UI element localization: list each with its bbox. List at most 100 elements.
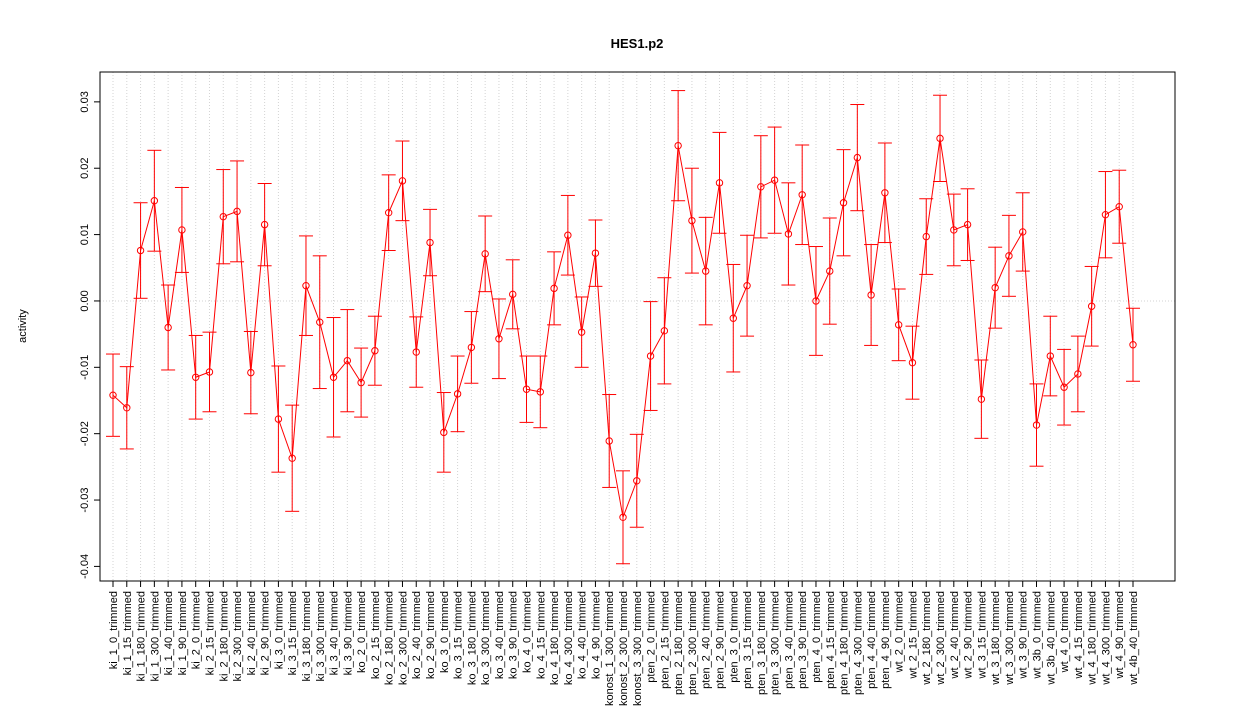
point <box>633 477 641 485</box>
point <box>1046 352 1054 360</box>
point <box>1129 341 1137 349</box>
point <box>936 134 944 143</box>
x-tick-label: ki_2_40_trimmed <box>246 591 258 675</box>
y-tick-label: 0.01 <box>79 224 91 245</box>
point <box>1005 252 1013 260</box>
x-tick-label: wt_2_0_trimmed <box>894 591 906 673</box>
x-tick-label: pten_4_0_trimmed <box>811 591 823 683</box>
x-tick-label: pten_2_300_trimmed <box>687 591 699 695</box>
point <box>908 358 917 367</box>
x-tick-label: pten_4_15_trimmed <box>825 591 837 689</box>
point <box>453 390 462 398</box>
point <box>757 183 765 191</box>
x-tick-label: ki_3_0_trimmed <box>273 591 285 669</box>
x-tick-label: ki_1_40_trimmed <box>163 591 175 675</box>
point <box>1060 383 1068 391</box>
point <box>288 454 296 462</box>
x-tick-label: ki_3_90_trimmed <box>342 591 354 675</box>
point <box>619 513 627 521</box>
point <box>302 281 310 290</box>
point <box>274 415 283 423</box>
x-tick-label: pten_3_15_trimmed <box>742 591 754 689</box>
x-tick-label: wt_2_300_trimmed <box>935 591 947 686</box>
point <box>384 208 393 217</box>
point <box>991 283 999 292</box>
point <box>178 226 186 234</box>
x-tick-label: pten_4_90_trimmed <box>880 591 892 689</box>
point <box>509 290 517 299</box>
x-tick-label: pten_3_0_trimmed <box>728 591 740 683</box>
point <box>1019 228 1027 236</box>
x-tick-label: pten_2_40_trimmed <box>701 591 713 689</box>
x-tick-label: wt_3_90_trimmed <box>1018 591 1030 679</box>
x-tick-label: wt_4_0_trimmed <box>1059 591 1071 673</box>
point <box>812 297 820 305</box>
point <box>329 373 338 381</box>
chart-title: HES1.p2 <box>611 36 664 51</box>
x-tick-label: pten_2_15_trimmed <box>659 591 671 689</box>
point <box>1032 421 1041 429</box>
x-tick-label: pten_2_180_trimmed <box>673 591 685 695</box>
x-tick-label: ko_3_0_trimmed <box>439 591 451 673</box>
x-tick-label: ko_2_0_trimmed <box>356 591 368 673</box>
x-tick-label: ko_4_90_trimmed <box>590 591 602 679</box>
point <box>481 250 489 258</box>
point <box>550 284 558 293</box>
point <box>770 176 779 184</box>
point <box>398 177 407 185</box>
point <box>894 321 903 329</box>
x-tick-label: ko_3_40_trimmed <box>494 591 506 679</box>
x-tick-label: ko_3_180_trimmed <box>466 591 478 685</box>
point <box>357 378 365 387</box>
x-tick-label: ko_4_300_trimmed <box>563 591 575 685</box>
point <box>674 141 682 150</box>
point <box>371 347 379 355</box>
point <box>136 246 145 255</box>
point <box>839 199 848 207</box>
x-tick-label: ki_3_180_trimmed <box>301 591 313 682</box>
x-tick-label: ko_2_300_trimmed <box>397 591 409 685</box>
point <box>467 343 476 352</box>
x-tick-label: konost_2_300_trimmed <box>618 591 630 706</box>
point <box>729 314 737 322</box>
point <box>164 323 172 332</box>
x-tick-label: wt_4_300_trimmed <box>1100 591 1112 686</box>
x-tick-label: wt_3b_0_trimmed <box>1032 591 1044 679</box>
point <box>591 249 600 257</box>
point <box>495 335 503 343</box>
x-tick-label: ki_2_0_trimmed <box>191 591 203 669</box>
point <box>798 191 806 199</box>
point <box>605 437 613 445</box>
point <box>867 291 875 299</box>
point <box>123 404 131 412</box>
x-tick-label: ko_3_90_trimmed <box>508 591 520 679</box>
x-tick-label: pten_4_40_trimmed <box>866 591 878 689</box>
x-tick-label: konost_3_300_trimmed <box>632 591 644 706</box>
point <box>784 230 793 238</box>
point <box>977 395 986 403</box>
y-tick-label: 0.02 <box>79 158 91 179</box>
point <box>109 391 117 399</box>
point <box>715 179 724 187</box>
x-tick-label: ki_2_90_trimmed <box>260 591 272 675</box>
x-tick-label: ko_4_0_trimmed <box>522 591 534 673</box>
x-tick-label: ki_1_15_trimmed <box>122 591 134 675</box>
point <box>1115 203 1123 211</box>
point <box>440 428 448 437</box>
x-tick-label: wt_2_15_trimmed <box>907 591 919 679</box>
x-tick-label: wt_3_15_trimmed <box>976 591 988 679</box>
x-tick-label: pten_3_40_trimmed <box>783 591 795 689</box>
y-tick-label: -0.04 <box>79 554 91 579</box>
point <box>646 352 655 360</box>
point <box>219 212 227 221</box>
x-tick-label: wt_2_40_trimmed <box>949 591 961 679</box>
x-tick-label: pten_2_90_trimmed <box>714 591 726 689</box>
x-tick-label: pten_4_300_trimmed <box>852 591 864 695</box>
y-tick-label: -0.03 <box>79 487 91 512</box>
point <box>564 231 572 239</box>
point <box>660 327 669 335</box>
x-tick-label: wt_3b_40_trimmed <box>1045 591 1057 686</box>
x-tick-label: ki_2_15_trimmed <box>204 591 216 675</box>
x-tick-label: ki_1_180_trimmed <box>136 591 148 682</box>
x-tick-label: ki_1_300_trimmed <box>149 591 161 682</box>
